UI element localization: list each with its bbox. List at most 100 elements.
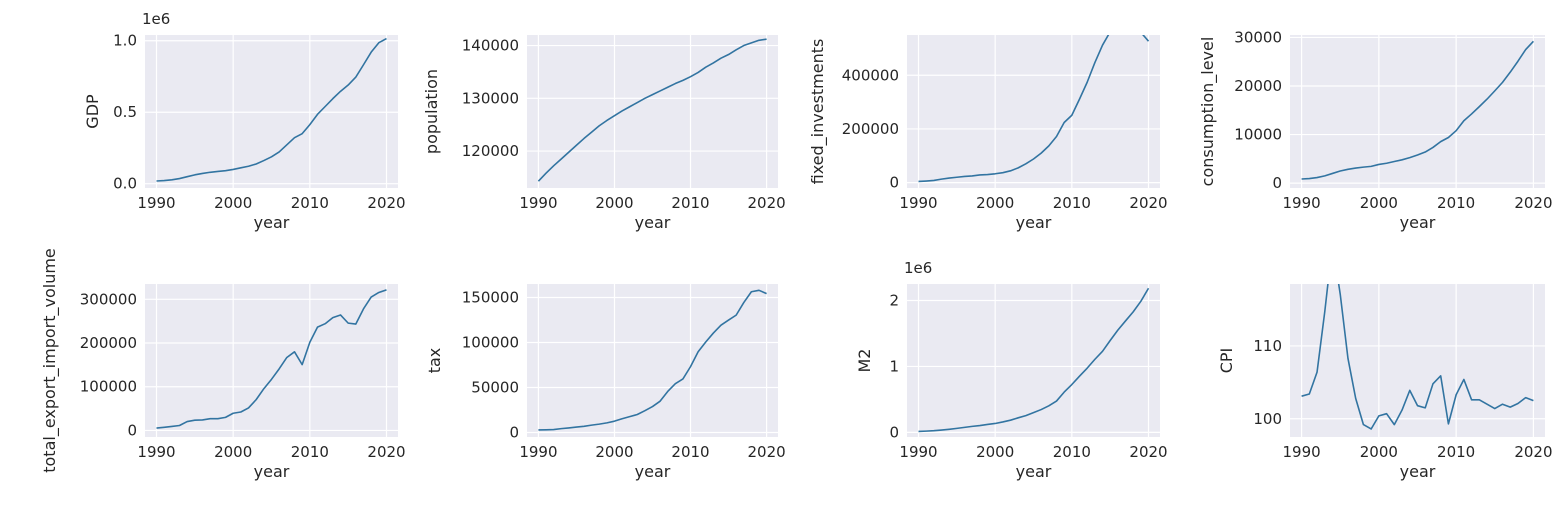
axis-offset-label: 1e6 [142, 10, 170, 28]
x-tick-label: 2020 [1129, 194, 1167, 212]
x-tick-label: 2010 [291, 194, 329, 212]
y-tick-label: 0 [889, 174, 899, 192]
y-tick-label: 1 [889, 357, 899, 375]
x-tick-label: 2010 [671, 194, 709, 212]
x-tick-label: 2000 [595, 443, 633, 461]
series-line-CPI [1301, 284, 1534, 430]
subplot-M2: 1990 2000 2010 2020 0 1 2 year M2 1e6 [855, 259, 1168, 481]
x-tick-label: 2000 [1360, 194, 1398, 212]
series-line-total-export-import-volume [156, 289, 387, 429]
x-tick-label: 2020 [367, 194, 405, 212]
x-tick-label: 1990 [899, 194, 937, 212]
y-tick-label: 0 [509, 424, 519, 442]
x-tick-label: 2010 [1437, 194, 1475, 212]
y-tick-label: 1.0 [113, 32, 137, 50]
y-tick-label: 20000 [1234, 77, 1282, 95]
x-tick-label: 2010 [1053, 194, 1091, 212]
axis-offset-label: 1e6 [904, 259, 932, 277]
y-tick-label: 200000 [80, 334, 137, 352]
subplot-consumption-level: 1990 2000 2010 2020 0 10000 20000 30000 year cons… [1198, 28, 1553, 232]
y-tick-label: 300000 [80, 290, 137, 308]
x-tick-label: 2000 [214, 443, 252, 461]
subplot-GDP: 1990 2000 2010 2020 0.0 0.5 1.0 year GDP 1e6 [83, 10, 406, 232]
y-tick-label: 2 [889, 291, 899, 309]
x-tick-label: 2010 [671, 443, 709, 461]
x-tick-label: 2020 [747, 443, 785, 461]
y-tick-label: 0.5 [113, 103, 137, 121]
x-tick-label: 2000 [1360, 443, 1398, 461]
x-tick-label: 2000 [976, 443, 1014, 461]
y-axis-label: total_export_import_volume [40, 248, 60, 473]
x-tick-label: 1990 [519, 194, 557, 212]
series-line-population [537, 38, 767, 182]
x-tick-label: 1990 [137, 443, 175, 461]
x-tick-label: 2020 [367, 443, 405, 461]
x-tick-label: 1990 [1282, 194, 1320, 212]
x-tick-label: 2010 [291, 443, 329, 461]
plot-area [527, 35, 778, 188]
subplot-fixed-investments: 1990 2000 2010 2020 0 200000 400000 year fixed_i… [808, 35, 1168, 232]
series-line-tax [538, 289, 767, 431]
y-tick-label: 140000 [462, 37, 519, 55]
x-tick-label: 2000 [214, 194, 252, 212]
plot-area [145, 284, 398, 437]
x-tick-label: 1990 [137, 194, 175, 212]
series-line-consumption-level [1301, 40, 1534, 180]
y-axis-label: tax [425, 348, 444, 374]
plot-area [907, 284, 1160, 437]
y-tick-label: 50000 [471, 379, 519, 397]
x-axis-label: year [1400, 462, 1436, 481]
y-tick-label: 30000 [1234, 28, 1282, 46]
x-tick-label: 1990 [519, 443, 557, 461]
x-tick-label: 1990 [1282, 443, 1320, 461]
subplot-tax: 1990 2000 2010 2020 0 50000 100000 150000 year ta… [425, 284, 786, 481]
y-tick-label: 130000 [462, 89, 519, 107]
y-tick-label: 0 [1272, 174, 1282, 192]
series-line-M2 [918, 287, 1150, 433]
y-tick-label: 120000 [462, 142, 519, 160]
y-tick-label: 200000 [842, 120, 899, 138]
x-axis-label: year [254, 462, 290, 481]
y-axis-label: fixed_investments [808, 39, 828, 185]
series-line-GDP [156, 37, 387, 182]
x-tick-label: 1990 [899, 443, 937, 461]
x-axis-label: year [635, 213, 671, 232]
series-line-fixed-investments [918, 35, 1150, 183]
y-axis-label: GDP [83, 94, 102, 129]
y-axis-label: population [422, 69, 441, 154]
plot-area [1290, 284, 1545, 437]
x-tick-label: 2020 [1514, 194, 1552, 212]
y-tick-label: 110 [1253, 337, 1282, 355]
y-tick-label: 100 [1253, 410, 1282, 428]
x-tick-label: 2020 [1129, 443, 1167, 461]
x-axis-label: year [1016, 213, 1052, 232]
subplot-population: 1990 2000 2010 2020 120000 130000 140000 year po… [422, 35, 786, 232]
y-tick-label: 10000 [1234, 126, 1282, 144]
y-tick-label: 0 [889, 423, 899, 441]
y-tick-label: 0 [127, 421, 137, 439]
plot-area [907, 35, 1160, 188]
subplot-total-export-import-volume: 1990 2000 2010 2020 0 100000 200000 300000 year t… [40, 248, 406, 481]
y-tick-label: 150000 [462, 289, 519, 307]
x-tick-label: 2010 [1437, 443, 1475, 461]
plot-area [145, 35, 398, 188]
y-tick-label: 100000 [80, 378, 137, 396]
y-tick-label: 100000 [462, 334, 519, 352]
x-axis-label: year [635, 462, 671, 481]
x-axis-label: year [1400, 213, 1436, 232]
x-axis-label: year [254, 213, 290, 232]
y-tick-label: 0.0 [113, 175, 137, 193]
y-axis-label: CPI [1217, 348, 1236, 374]
x-tick-label: 2000 [976, 194, 1014, 212]
y-axis-label: M2 [855, 349, 874, 373]
y-tick-label: 400000 [842, 66, 899, 84]
x-tick-label: 2010 [1053, 443, 1091, 461]
x-tick-label: 2000 [595, 194, 633, 212]
plot-area [1290, 35, 1545, 188]
x-tick-label: 2020 [747, 194, 785, 212]
y-axis-label: consumption_level [1198, 37, 1218, 187]
x-tick-label: 2020 [1514, 443, 1552, 461]
x-axis-label: year [1016, 462, 1052, 481]
subplot-CPI: 1990 2000 2010 2020 100 110 year CPI [1217, 284, 1553, 481]
